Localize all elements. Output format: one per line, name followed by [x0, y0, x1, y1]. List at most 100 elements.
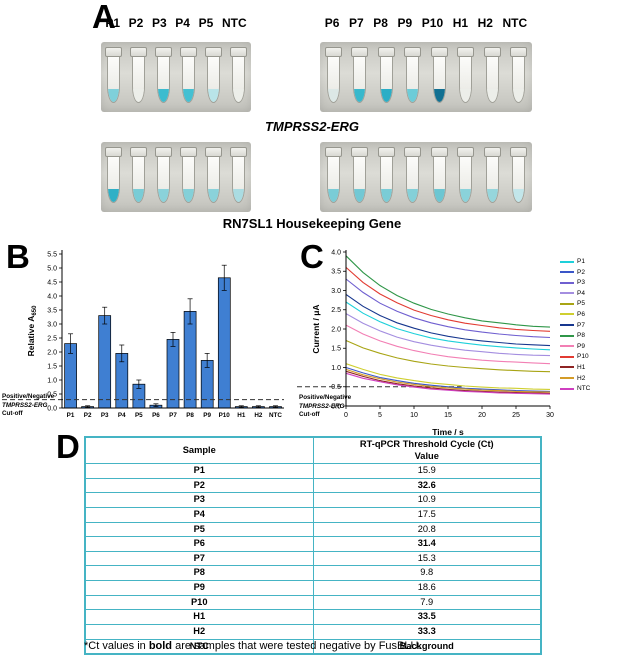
svg-text:P6: P6: [152, 412, 160, 419]
cell-ct-value: 32.6: [312, 477, 542, 494]
tube-label: P8: [373, 16, 388, 30]
footnote-prefix: *Ct values in: [84, 640, 149, 652]
pcr-tube: [105, 47, 122, 103]
cell-sample: P8: [84, 565, 314, 582]
tube-cap: [430, 47, 448, 57]
legend-item: P3: [560, 279, 620, 286]
panel-c-cutoff-note: Positive/Negative TMPRSS2-ERG Cut-off: [299, 394, 369, 420]
table-row: P7 15.3: [84, 550, 542, 567]
legend-item: P2: [560, 269, 620, 276]
svg-text:Time / s: Time / s: [432, 427, 464, 437]
svg-text:0.0: 0.0: [47, 405, 57, 412]
cell-ct-value: 9.8: [312, 565, 542, 582]
svg-text:P4: P4: [118, 412, 126, 419]
tube-cap: [377, 47, 395, 57]
legend-label: P2: [577, 268, 585, 276]
svg-text:2.5: 2.5: [47, 335, 57, 342]
tube-body: [107, 57, 120, 103]
tube-liquid: [158, 89, 169, 102]
table-row: P2 32.6: [84, 477, 542, 494]
svg-text:30: 30: [546, 412, 554, 419]
legend-label: H1: [577, 363, 586, 371]
cell-ct-value: 31.4: [312, 536, 542, 552]
svg-text:0.0: 0.0: [331, 403, 341, 410]
svg-text:Current / μA: Current / μA: [311, 304, 321, 353]
amperometry-line-chart: 0.0 0.5 1.0 1.5 2.0 2.5 3.0 3.5 4.0 0 5 10 15 20 25 30 C…: [297, 249, 554, 437]
panel-c-label: C: [300, 238, 324, 275]
tube-liquid: [327, 189, 339, 202]
svg-text:3.5: 3.5: [47, 307, 57, 314]
tube-cap: [430, 147, 448, 157]
tube-strip-rn7sl1-right: [320, 142, 532, 212]
tube-liquid: [108, 189, 119, 202]
svg-text:1.0: 1.0: [331, 365, 341, 372]
svg-text:P2: P2: [84, 412, 92, 419]
legend-swatch: [560, 260, 574, 263]
cutoff-note-line2: TMPRSS2-ERG: [299, 402, 345, 410]
cell-ct-value: 15.3: [312, 550, 542, 567]
tube-liquid: [183, 189, 194, 202]
cell-ct-value: 15.9: [312, 463, 542, 479]
tube-cap: [130, 147, 147, 157]
svg-text:2.5: 2.5: [331, 307, 341, 314]
svg-text:1.0: 1.0: [47, 377, 57, 384]
legend-label: P3: [577, 279, 585, 287]
tube-liquid: [380, 89, 392, 102]
tube-cap: [155, 47, 172, 57]
svg-text:4.0: 4.0: [47, 293, 57, 300]
tube-liquid: [380, 189, 392, 202]
pcr-tube: [377, 147, 395, 203]
panel-d-label: D: [56, 428, 80, 465]
cell-sample: P5: [84, 521, 314, 538]
legend-label: P4: [577, 289, 585, 297]
tube-liquid: [513, 189, 525, 202]
tube-liquid: [460, 189, 472, 202]
tube-cap: [324, 147, 342, 157]
tube-liquid: [233, 189, 244, 202]
tube-liquid: [354, 89, 366, 102]
tube-cap: [205, 47, 222, 57]
legend-item: P1: [560, 258, 620, 265]
svg-text:H2: H2: [254, 412, 263, 419]
tube-label: P9: [397, 16, 413, 30]
tube-cap: [230, 147, 247, 157]
tube-liquid: [433, 89, 445, 102]
ct-table-body: P1 15.9 P2 32.6 P3 10.9 P4 17.5 P5 20.8 P6 31.4 P7 15…: [84, 463, 542, 655]
header-ct-line2: Value: [414, 450, 439, 461]
legend-item: NTC: [560, 385, 620, 392]
legend-item: H1: [560, 364, 620, 371]
tube-body: [132, 157, 145, 203]
tube-strip-tmprss2-right: [320, 42, 532, 112]
tube-label: NTC: [221, 16, 247, 30]
tube-cap: [351, 47, 369, 57]
legend-item: P9: [560, 343, 620, 350]
tube-liquid: [158, 189, 169, 202]
rn7sl1-caption: RN7SL1 Housekeeping Gene: [222, 216, 402, 231]
cell-sample: P1: [84, 463, 314, 479]
pcr-tube: [457, 147, 475, 203]
legend-label: NTC: [577, 385, 591, 393]
tube-body: [353, 57, 367, 103]
svg-text:3.5: 3.5: [331, 269, 341, 276]
tube-cap: [205, 147, 222, 157]
cell-sample: NTC: [84, 638, 314, 655]
tube-label: P10: [421, 16, 444, 30]
header-ct: RT-qPCR Threshold Cycle (Ct) Value: [312, 436, 542, 465]
svg-text:Relative A650: Relative A650: [26, 305, 38, 356]
tube-liquid: [327, 89, 339, 102]
pcr-tube: [324, 47, 342, 103]
svg-text:P8: P8: [186, 412, 194, 419]
legend-label: P10: [577, 353, 589, 361]
tube-liquid: [407, 189, 419, 202]
svg-text:15: 15: [444, 412, 452, 419]
tube-label: P7: [349, 16, 364, 30]
table-row: P10 7.9: [84, 594, 542, 611]
cell-ct-value: 20.8: [312, 521, 542, 538]
tube-labels-left: P1 P2 P3 P4 P5 NTC: [101, 16, 251, 30]
legend-swatch: [560, 281, 574, 284]
pcr-tube: [510, 147, 528, 203]
tube-cap: [483, 47, 501, 57]
svg-text:P3: P3: [101, 412, 109, 419]
tube-cap: [105, 47, 122, 57]
footnote-bold-word: bold: [148, 640, 173, 652]
